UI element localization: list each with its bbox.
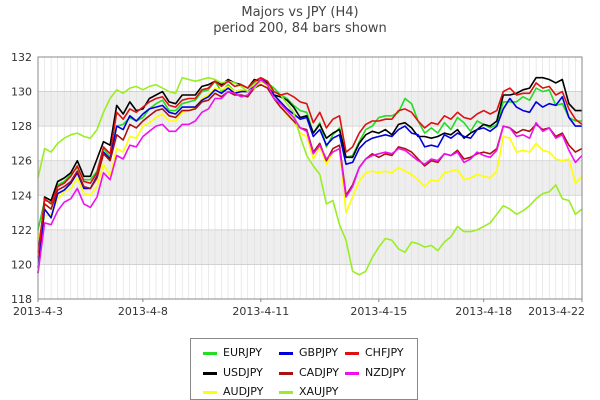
legend-swatch (345, 371, 359, 375)
series-line-nzdjpy (37, 78, 583, 274)
series-line-xaujpy (37, 76, 583, 276)
legend-item-audjpy: AUDJPY (203, 385, 263, 399)
legend-item-nzdjpy: NZDJPY (345, 366, 406, 380)
legend-label: GBPJPY (299, 346, 339, 359)
x-tick-label: 2013-4-3 (13, 305, 63, 318)
legend-label: USDJPY (223, 366, 263, 379)
grid-band (38, 160, 582, 196)
legend-item-cadjpy: CADJPY (279, 366, 339, 380)
legend-label: CADJPY (299, 366, 340, 379)
legend-item-xaujpy: XAUJPY (279, 385, 338, 399)
y-tick-label: 120 (11, 258, 32, 271)
legend-label: NZDJPY (365, 366, 406, 379)
legend-swatch (203, 371, 217, 375)
legend-label: AUDJPY (223, 385, 264, 398)
legend-swatch (279, 371, 293, 375)
series-line-gbpjpy (37, 78, 582, 268)
legend-item-gbpjpy: GBPJPY (279, 346, 338, 360)
y-tick-label: 126 (11, 155, 32, 168)
legend-swatch (279, 351, 293, 355)
chart-title: Majors vs JPY (H4) (241, 5, 359, 20)
series-line-chfjpy (37, 76, 583, 258)
legend-label: CHFJPY (365, 346, 404, 359)
y-tick-label: 124 (11, 189, 32, 202)
legend-swatch (203, 351, 217, 355)
grid-band (38, 229, 582, 265)
y-tick-label: 118 (11, 293, 32, 306)
legend-item-usdjpy: USDJPY (203, 366, 263, 380)
chart-subtitle: period 200, 84 bars shown (213, 21, 387, 36)
x-tick-label: 2013-4-18 (455, 305, 512, 318)
y-tick-label: 128 (11, 120, 32, 133)
y-tick-label: 130 (11, 86, 32, 99)
series-line-audjpy (37, 78, 583, 239)
legend-swatch (279, 390, 293, 394)
legend-label: XAUJPY (299, 385, 339, 398)
y-tick-label: 122 (11, 224, 32, 237)
legend-swatch (345, 351, 359, 355)
legend-item-eurjpy: EURJPY (203, 346, 262, 360)
legend-item-chfjpy: CHFJPY (345, 346, 404, 360)
x-tick-label: 2013-4-8 (118, 305, 168, 318)
legend-label: EURJPY (223, 346, 262, 359)
x-tick-label: 2013-4-22 (528, 305, 585, 318)
x-tick-label: 2013-4-15 (350, 305, 407, 318)
x-tick-label: 2013-4-11 (232, 305, 289, 318)
legend: EURJPY GBPJPY CHFJPY USDJPY CADJPY NZDJPY AUDJ… (190, 338, 418, 400)
series-line-usdjpy (37, 76, 582, 274)
legend-swatch (203, 390, 217, 394)
plot-frame (37, 56, 583, 300)
y-tick-label: 132 (11, 51, 32, 64)
